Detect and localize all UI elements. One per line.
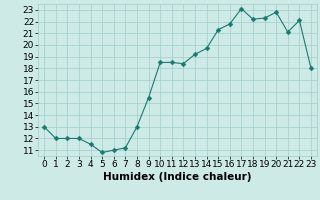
X-axis label: Humidex (Indice chaleur): Humidex (Indice chaleur): [103, 172, 252, 182]
